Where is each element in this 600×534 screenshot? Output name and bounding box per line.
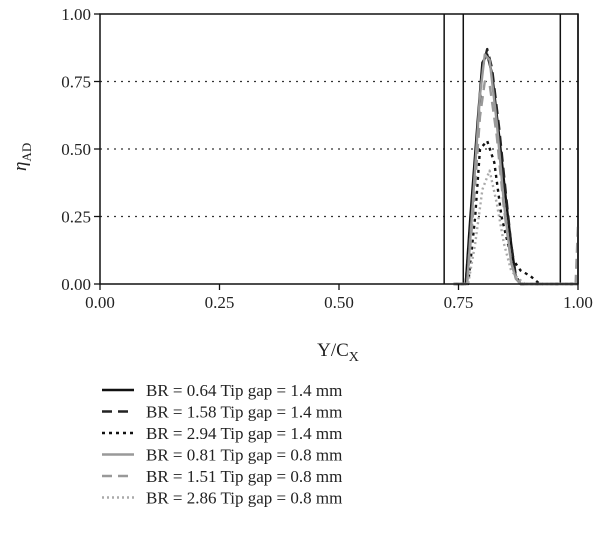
series-layer [453, 47, 580, 286]
x-tick-label-1: 0.25 [205, 293, 235, 312]
legend-label-4: BR = 1.51 Tip gap = 0.8 mm [146, 467, 342, 486]
y-tick-label-4: 1.00 [61, 5, 91, 24]
tick-layer: 0.00 0.25 0.50 0.75 1.00 0.00 0.25 0.50 0.75 1.00 [61, 5, 593, 312]
legend-label-0: BR = 0.64 Tip gap = 1.4 mm [146, 381, 342, 400]
y-axis-title-main: η [10, 162, 31, 171]
x-tick-label-3: 0.75 [444, 293, 474, 312]
legend: BR = 0.64 Tip gap = 1.4 mm BR = 1.58 Tip … [102, 381, 342, 508]
legend-label-5: BR = 2.86 Tip gap = 0.8 mm [146, 489, 342, 508]
y-tick-label-3: 0.75 [61, 73, 91, 92]
legend-label-3: BR = 0.81 Tip gap = 0.8 mm [146, 446, 342, 465]
series-line-5 [453, 169, 578, 286]
legend-label-2: BR = 2.94 Tip gap = 1.4 mm [146, 424, 342, 443]
y-axis-title: ηAD [10, 143, 34, 171]
y-tick-label-1: 0.25 [61, 208, 91, 227]
x-tick-label-0: 0.00 [85, 293, 115, 312]
y-axis-title-subscript: AD [19, 143, 34, 162]
grid-layer [100, 80, 578, 218]
x-tick-label-2: 0.50 [324, 293, 354, 312]
x-axis-title: Y/CX [317, 340, 359, 365]
x-tick-label-4: 1.00 [563, 293, 593, 312]
legend-label-1: BR = 1.58 Tip gap = 1.4 mm [146, 403, 342, 422]
x-axis-title-main: Y/C [317, 340, 349, 361]
y-tick-label-2: 0.50 [61, 140, 91, 159]
x-axis-title-subscript: X [349, 350, 359, 365]
series-line-2 [453, 139, 578, 286]
y-tick-label-0: 0.00 [61, 275, 91, 294]
